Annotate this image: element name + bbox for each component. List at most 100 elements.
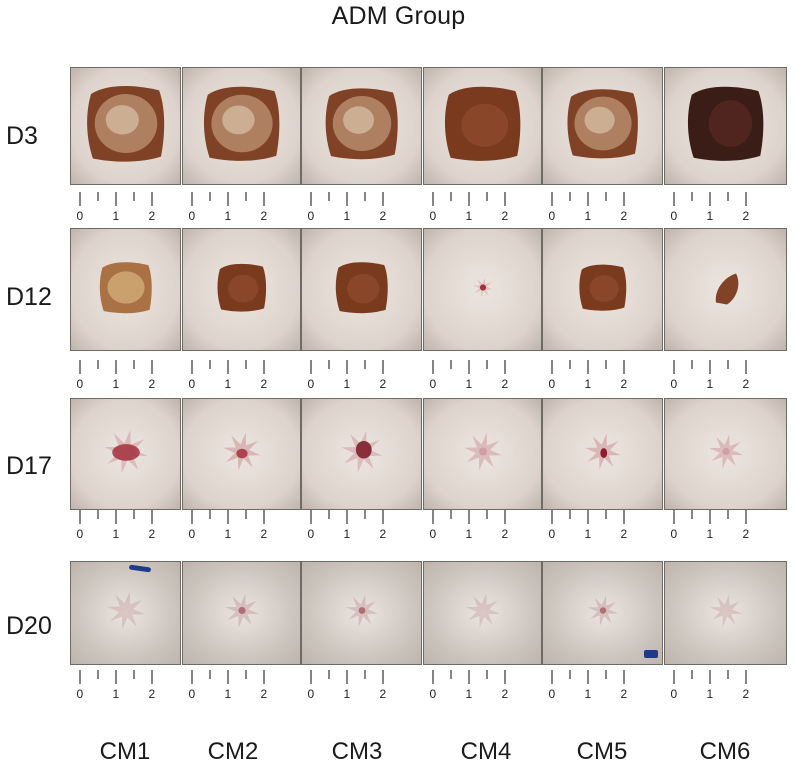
wound-photo-d3-cm1 xyxy=(70,67,181,185)
wound-area xyxy=(340,430,384,479)
figure-title: ADM Group xyxy=(331,2,466,30)
scale-label: 0 xyxy=(671,209,678,223)
col-label-cm3: CM3 xyxy=(331,738,383,765)
scale-bar: 0 1 2 xyxy=(429,510,521,541)
scale-label: 1 xyxy=(225,377,232,391)
scale-label: 2 xyxy=(743,377,750,391)
scale-label: 2 xyxy=(149,527,156,541)
scale-bar: 0 1 2 xyxy=(548,360,640,391)
wound-area xyxy=(463,432,503,477)
wound-area xyxy=(80,78,172,175)
row-label-d3: D3 xyxy=(6,122,38,150)
row-label-d12: D12 xyxy=(6,283,52,311)
scale-bar: 0 1 2 xyxy=(548,670,640,701)
scale-label: 0 xyxy=(189,377,196,391)
wound-photo-d12-cm6 xyxy=(664,228,787,351)
scale-label: 1 xyxy=(707,687,714,701)
wound-area xyxy=(103,429,149,480)
wound-photo-d17-cm1 xyxy=(70,398,181,510)
scale-label: 2 xyxy=(621,209,628,223)
wound-photo-d17-cm6 xyxy=(664,398,787,510)
scale-label: 2 xyxy=(621,687,628,701)
scale-label: 1 xyxy=(585,687,592,701)
wound-area xyxy=(106,591,146,636)
scale-label: 1 xyxy=(344,377,351,391)
scale-bar: 0 1 2 xyxy=(76,670,168,701)
scale-bar: 0 1 2 xyxy=(188,360,280,391)
wound-area xyxy=(584,433,622,476)
scale-bar: 0 1 2 xyxy=(670,670,762,701)
wound-photo-d20-cm1 xyxy=(70,561,181,665)
wound-photo-d17-cm4 xyxy=(423,398,542,510)
wound-photo-d12-cm5 xyxy=(542,228,663,351)
col-label-cm4: CM4 xyxy=(460,738,512,765)
scale-label: 1 xyxy=(225,209,232,223)
scale-label: 0 xyxy=(189,687,196,701)
scale-bar: 0 1 2 xyxy=(670,510,762,541)
scale-label: 2 xyxy=(743,527,750,541)
wound-area xyxy=(701,262,751,317)
scale-bar: 0 1 2 xyxy=(670,360,762,391)
scale-bar: 0 1 2 xyxy=(188,670,280,701)
scale-bar: 0 1 2 xyxy=(429,670,521,701)
scale-label: 2 xyxy=(380,687,387,701)
scale-label: 0 xyxy=(549,209,556,223)
scale-bar: 0 1 2 xyxy=(307,360,399,391)
row-label-d17: D17 xyxy=(6,452,52,480)
scale-label: 0 xyxy=(308,527,315,541)
wound-photo-d17-cm2 xyxy=(182,398,301,510)
marker-stroke xyxy=(128,564,152,573)
scale-label: 0 xyxy=(77,687,84,701)
wound-area xyxy=(561,82,645,171)
wound-photo-d3-cm6 xyxy=(664,67,787,185)
wound-area xyxy=(438,79,528,174)
wound-photo-d12-cm4 xyxy=(423,228,542,351)
scale-label: 0 xyxy=(189,209,196,223)
scale-label: 0 xyxy=(671,687,678,701)
scale-bar: 0 1 2 xyxy=(188,510,280,541)
scale-label: 1 xyxy=(113,527,120,541)
wound-area xyxy=(465,593,501,634)
scale-label: 2 xyxy=(743,687,750,701)
scale-label: 0 xyxy=(430,377,437,391)
col-label-cm1: CM1 xyxy=(99,738,151,765)
scale-bar: 0 1 2 xyxy=(429,360,521,391)
scale-label: 1 xyxy=(585,377,592,391)
wound-area xyxy=(331,256,393,323)
scale-bar: 0 1 2 xyxy=(76,360,168,391)
scale-label: 2 xyxy=(502,527,509,541)
scale-label: 2 xyxy=(261,687,268,701)
scale-bar: 0 1 2 xyxy=(307,192,399,223)
wound-area xyxy=(587,595,619,632)
scale-bar: 0 1 2 xyxy=(307,510,399,541)
scale-bar: 0 1 2 xyxy=(548,192,640,223)
scale-label: 2 xyxy=(149,687,156,701)
wound-area xyxy=(472,276,494,303)
scale-label: 2 xyxy=(380,527,387,541)
wound-area xyxy=(95,256,157,323)
scale-label: 1 xyxy=(113,209,120,223)
scale-label: 2 xyxy=(502,687,509,701)
scale-label: 1 xyxy=(466,377,473,391)
row-label-d20: D20 xyxy=(6,612,52,640)
scale-label: 0 xyxy=(308,209,315,223)
wound-area xyxy=(575,259,631,320)
scale-label: 0 xyxy=(308,377,315,391)
scale-label: 1 xyxy=(585,527,592,541)
wound-photo-d12-cm2 xyxy=(182,228,301,351)
scale-bar: 0 1 2 xyxy=(188,192,280,223)
scale-label: 2 xyxy=(621,377,628,391)
scale-label: 2 xyxy=(380,209,387,223)
scale-label: 2 xyxy=(261,377,268,391)
wound-photo-d20-cm3 xyxy=(301,561,422,665)
scale-label: 1 xyxy=(344,209,351,223)
scale-label: 2 xyxy=(743,209,750,223)
scale-label: 1 xyxy=(707,527,714,541)
scale-label: 2 xyxy=(380,377,387,391)
scale-label: 1 xyxy=(113,377,120,391)
scale-label: 0 xyxy=(671,377,678,391)
scale-label: 1 xyxy=(466,687,473,701)
scale-label: 0 xyxy=(430,209,437,223)
scale-label: 2 xyxy=(261,527,268,541)
scale-bar: 0 1 2 xyxy=(548,510,640,541)
